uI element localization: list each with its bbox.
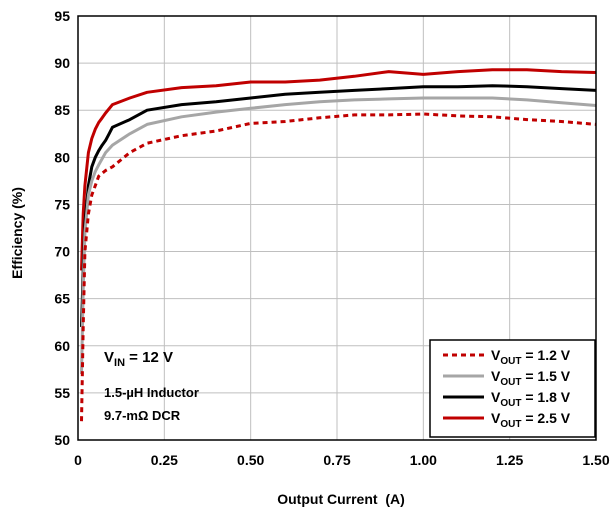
conditions-annotation: VIN = 12 V 1.5-µH Inductor 9.7-mΩ DCR (104, 349, 199, 423)
x-tick-label: 0.50 (237, 452, 264, 468)
y-tick-label: 90 (54, 55, 70, 71)
y-tick-label: 60 (54, 338, 70, 354)
x-tick-label: 1.25 (496, 452, 523, 468)
series-line (80, 112, 597, 422)
vin-rest: = 12 V (125, 349, 173, 366)
legend-label-sub: OUT (500, 419, 521, 430)
legend-label-main: V (491, 410, 501, 426)
x-tick-label: 1.50 (582, 452, 609, 468)
legend-label-sub: OUT (500, 398, 521, 409)
x-tick-labels: 0 0.25 0.50 0.75 1.00 1.25 1.50 (74, 452, 610, 468)
inductor-label: 1.5-µH Inductor (104, 385, 199, 400)
legend-label-sub: OUT (500, 377, 521, 388)
legend-label: VOUT = 1.5 V (491, 368, 571, 388)
vin-main: V (104, 349, 114, 366)
x-tick-label: 1.00 (410, 452, 437, 468)
y-tick-label: 70 (54, 244, 70, 260)
legend-label-main: V (491, 368, 501, 384)
y-tick-labels: 50 55 60 65 70 75 80 85 90 95 (54, 8, 70, 448)
y-tick-label: 75 (54, 196, 70, 212)
y-tick-label: 95 (54, 8, 70, 24)
plot-frame (77, 15, 597, 441)
y-tick-label: 80 (54, 149, 70, 165)
legend-label: VOUT = 1.2 V (491, 347, 571, 367)
y-tick-label: 65 (54, 291, 70, 307)
x-axis-title: Output Current (A) (277, 491, 405, 507)
series-lines (80, 68, 597, 422)
dcr-label: 9.7-mΩ DCR (104, 408, 181, 423)
legend-box (429, 339, 596, 438)
legend-label-rest: = 2.5 V (521, 410, 570, 426)
x-tick-label: 0 (74, 452, 82, 468)
series-line (80, 84, 597, 327)
legend-label-rest: = 1.2 V (521, 347, 570, 363)
y-tick-label: 55 (54, 385, 70, 401)
y-tick-label: 50 (54, 432, 70, 448)
x-tick-label: 0.25 (151, 452, 178, 468)
legend-label-main: V (491, 389, 501, 405)
y-tick-label: 85 (54, 102, 70, 118)
legend-label-main: V (491, 347, 501, 363)
vin-sub: IN (114, 357, 125, 369)
x-tick-label: 0.75 (323, 452, 350, 468)
legend-label: VOUT = 1.8 V (491, 389, 571, 409)
legend-label-rest: = 1.8 V (521, 389, 570, 405)
vin-label: VIN = 12 V (104, 349, 173, 369)
legend-label-rest: = 1.5 V (521, 368, 570, 384)
series-line (80, 68, 597, 271)
y-axis-title: Efficiency (%) (9, 187, 25, 279)
series-line (80, 96, 597, 375)
legend-label: VOUT = 2.5 V (491, 410, 571, 430)
legend-label-sub: OUT (500, 356, 521, 367)
